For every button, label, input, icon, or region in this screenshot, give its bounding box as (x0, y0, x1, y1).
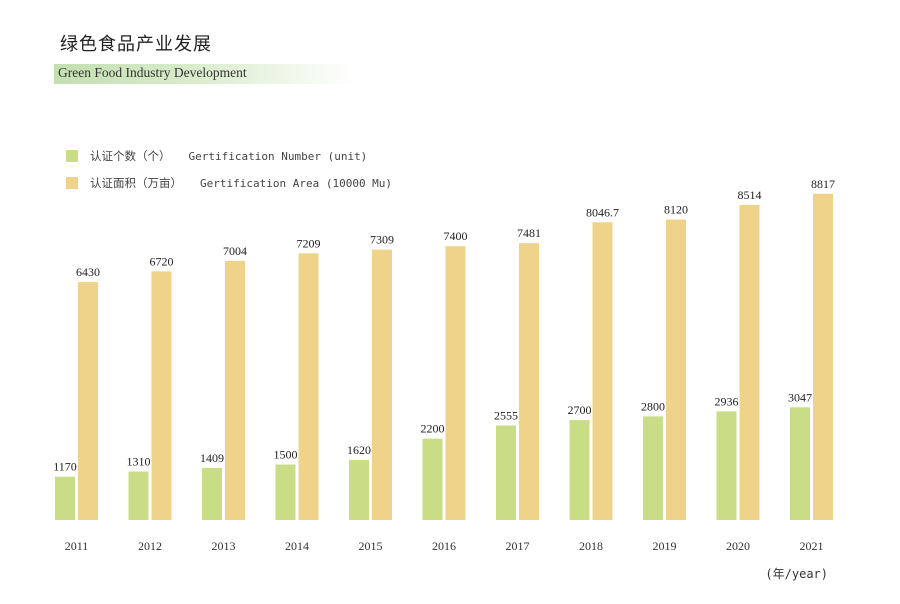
legend-item-number: 认证个数（个） Gertification Number (unit) (66, 148, 367, 164)
data-label: 6720 (150, 254, 174, 268)
data-label: 1409 (200, 451, 224, 465)
page-title-en: Green Food Industry Development (58, 65, 247, 80)
bar-area (78, 282, 98, 520)
bar-number (716, 411, 737, 520)
bar-number (569, 420, 590, 520)
bar-number (790, 407, 810, 520)
title-band (54, 64, 354, 84)
x-tick-label: 2011 (65, 539, 89, 553)
x-tick-label: 2015 (359, 539, 383, 553)
x-tick-label: 2017 (506, 539, 530, 553)
data-label: 3047 (788, 390, 812, 404)
data-label: 7209 (297, 236, 321, 250)
bar-number (643, 416, 663, 520)
data-label: 6430 (76, 265, 100, 279)
bar-area (151, 271, 172, 520)
data-label: 2200 (421, 422, 445, 436)
x-tick-label: 2016 (432, 539, 456, 553)
x-unit-label: (年/year) (765, 567, 828, 581)
x-tick-label: 2014 (285, 539, 309, 553)
bar-area (666, 219, 686, 520)
bar-number (128, 471, 149, 520)
data-label: 2555 (494, 408, 518, 422)
legend-label-en: Gertification Number (unit) (188, 149, 368, 163)
legend-label-cn: 认证个数（个） (90, 149, 171, 163)
legend-swatch-number (66, 150, 78, 162)
bar-area (445, 246, 466, 520)
data-label: 7400 (444, 229, 468, 243)
legend-item-area: 认证面积（万亩） Gertification Area (10000 Mu) (66, 175, 392, 191)
x-tick-label: 2018 (579, 539, 603, 553)
bar-area (739, 204, 760, 520)
x-tick-label: 2012 (138, 539, 162, 553)
data-label: 7309 (370, 233, 394, 247)
bar-number (55, 476, 75, 520)
bar-number (496, 425, 516, 520)
legend-label-cn: 认证面积（万亩） (90, 176, 182, 190)
legend-swatch-area (66, 177, 78, 189)
bar-area (298, 253, 319, 520)
bar-number (275, 464, 296, 520)
bar-area (519, 243, 539, 520)
data-label: 1170 (53, 460, 77, 474)
data-label: 2700 (568, 403, 592, 417)
bar-number (202, 467, 222, 520)
bar-area (225, 260, 245, 520)
data-label: 7004 (223, 244, 247, 258)
data-label: 2936 (715, 394, 739, 408)
bar-area (372, 249, 392, 520)
x-tick-label: 2019 (653, 539, 677, 553)
data-label: 1500 (274, 448, 298, 462)
legend-label-en: Gertification Area (10000 Mu) (200, 176, 393, 190)
bar-number (422, 438, 443, 520)
x-tick-label: 2020 (726, 539, 750, 553)
data-label: 2800 (641, 399, 665, 413)
bar-area (813, 193, 833, 520)
data-label: 1620 (347, 443, 371, 457)
data-label: 8046.7 (586, 205, 619, 219)
data-label: 8514 (738, 188, 762, 202)
data-label: 8817 (811, 177, 835, 191)
page-title-cn: 绿色食品产业发展 (60, 34, 212, 55)
x-tick-label: 2021 (800, 539, 824, 553)
bar-number (349, 460, 369, 520)
data-label: 1310 (127, 455, 151, 469)
data-label: 8120 (664, 203, 688, 217)
x-tick-label: 2013 (212, 539, 236, 553)
data-label: 7481 (517, 226, 541, 240)
bar-area (592, 222, 613, 520)
